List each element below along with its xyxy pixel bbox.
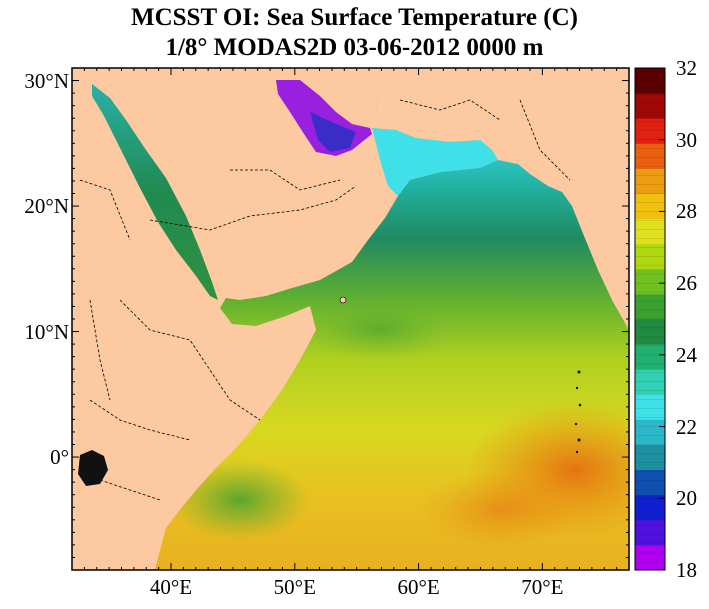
colorbar-swatch <box>635 469 665 496</box>
map-title: MCSST OI: Sea Surface Temperature (C) <box>131 4 578 31</box>
colorbar-tick-label: 30 <box>676 127 697 152</box>
longitude-label: 40°E <box>149 575 193 599</box>
land-africa-arabia <box>72 68 498 570</box>
colorbar-swatch <box>635 444 665 471</box>
colorbar-swatch <box>635 519 665 546</box>
colorbar-swatch <box>635 369 665 395</box>
colorbar-swatch <box>635 544 665 571</box>
colorbar-tick-label: 28 <box>676 199 697 224</box>
colorbar-frame <box>634 67 666 571</box>
latitude-label: 10°N <box>24 319 69 344</box>
colorbar <box>635 67 665 571</box>
colorbar-swatch <box>635 319 665 345</box>
colorbar-tick-label: 24 <box>676 342 697 367</box>
maldives-islands <box>574 370 582 454</box>
colorbar-swatch <box>635 168 665 194</box>
colorbar-swatch <box>635 268 665 295</box>
longitude-label: 70°E <box>521 575 564 599</box>
colorbar-swatch <box>635 68 665 94</box>
island <box>339 296 347 304</box>
colorbar-tick-label: 26 <box>676 271 697 296</box>
persian-gulf-deep <box>310 112 356 152</box>
warm-anomaly <box>420 470 580 550</box>
colorbar-swatch <box>635 193 665 220</box>
colorbar-tick-label: 20 <box>676 486 697 511</box>
land-asia <box>376 68 629 330</box>
cool-anomaly <box>310 300 450 360</box>
red-sea <box>92 84 218 300</box>
colorbar-tick-label: 32 <box>676 56 697 80</box>
colorbar-swatch <box>635 419 665 445</box>
latitude-label: 30°N <box>24 68 69 93</box>
colorbar-swatch <box>635 93 665 119</box>
colorbar-swatch <box>635 494 665 521</box>
lake-victoria <box>78 450 108 486</box>
latitude-label: 0° <box>50 445 69 470</box>
colorbar-swatch <box>635 344 665 370</box>
colorbar-swatch <box>635 293 665 320</box>
longitude-label: 50°E <box>273 575 316 599</box>
colorbar-ticks <box>659 67 665 571</box>
country-borders <box>79 99 571 501</box>
map-subtitle: 1/8° MODAS2D 03-06-2012 0000 m <box>165 34 544 61</box>
gulf-of-oman <box>372 128 498 196</box>
colorbar-tick-label: 22 <box>676 414 697 439</box>
latitude-label: 20°N <box>24 194 69 219</box>
colorbar-swatch <box>635 218 665 245</box>
colorbar-tick-label: 18 <box>676 558 697 582</box>
longitude-label: 60°E <box>397 575 440 599</box>
map-ticks <box>71 67 630 571</box>
colorbar-swatch <box>635 243 665 270</box>
colorbar-swatch <box>635 394 665 420</box>
colorbar-swatch <box>635 143 665 169</box>
